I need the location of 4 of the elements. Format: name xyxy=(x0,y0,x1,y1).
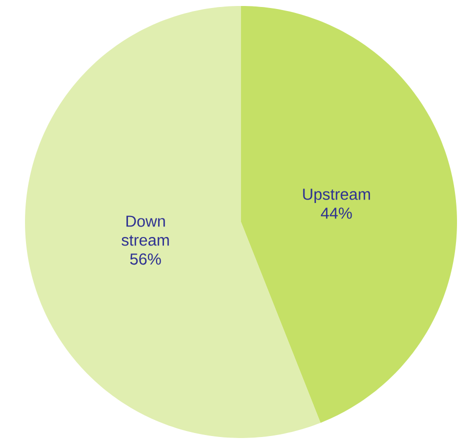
data-label: 56% xyxy=(130,253,161,265)
data-label: 44% xyxy=(320,208,352,219)
slice-label: Down stream xyxy=(122,216,169,246)
slice-label: Upstream xyxy=(303,188,370,204)
